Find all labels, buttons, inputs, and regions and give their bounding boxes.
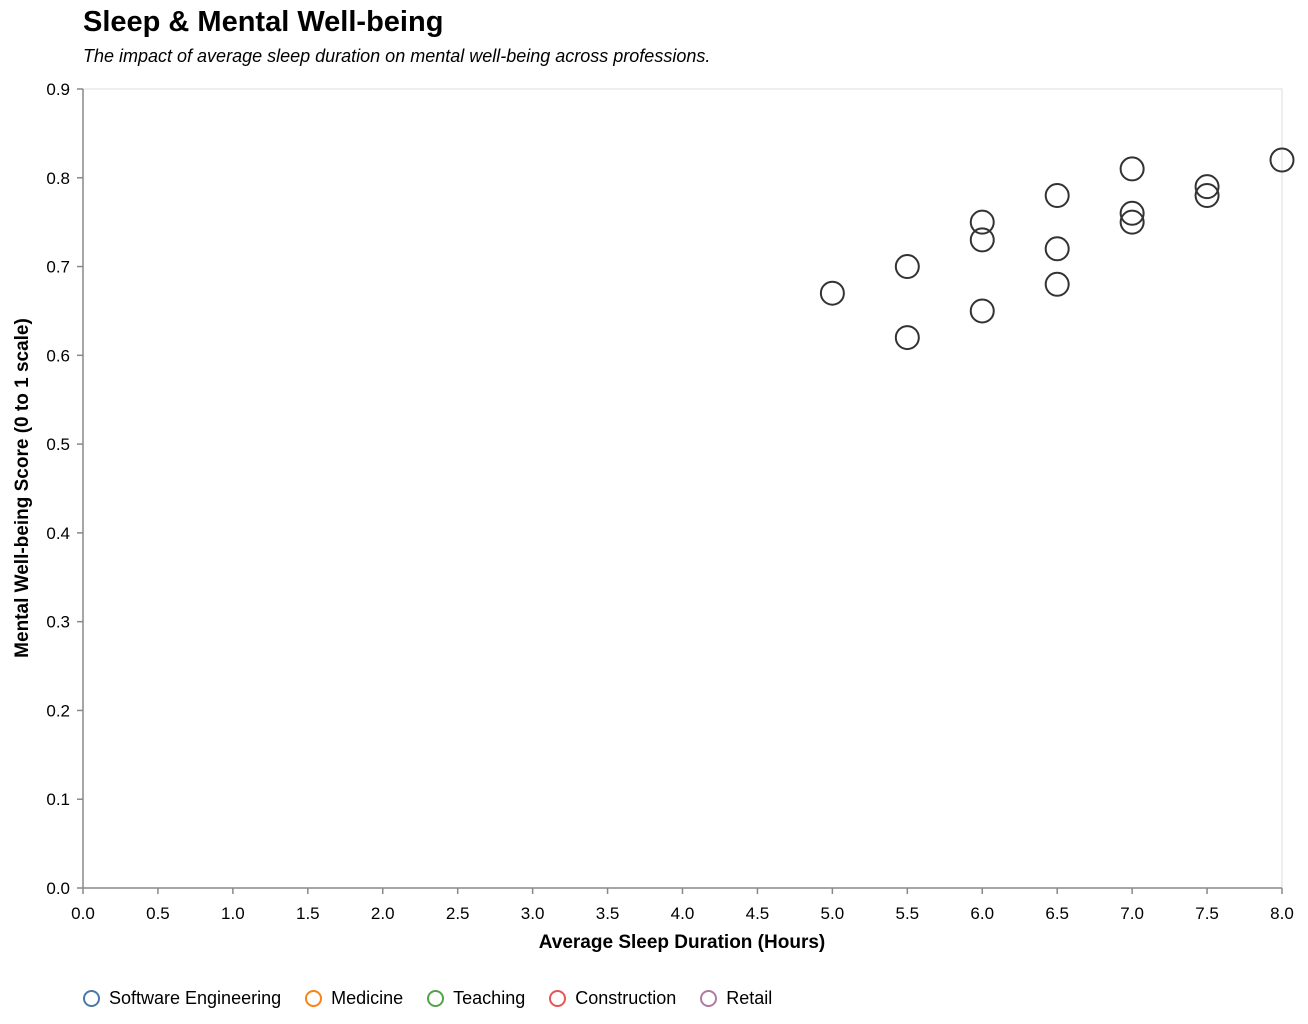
legend-item: Retail — [700, 988, 772, 1009]
y-tick-label: 0.0 — [46, 879, 70, 898]
legend-swatch — [427, 990, 445, 1007]
x-tick-label: 0.5 — [146, 904, 170, 923]
legend-item: Software Engineering — [83, 988, 281, 1009]
legend-swatch — [83, 990, 100, 1007]
data-point — [894, 254, 920, 280]
y-tick-label: 0.1 — [46, 790, 70, 809]
data-point — [894, 325, 920, 351]
x-tick-label: 1.0 — [221, 904, 245, 923]
y-tick-label: 0.2 — [46, 701, 70, 720]
x-tick-label: 4.5 — [746, 904, 770, 923]
y-tick-label: 0.9 — [46, 80, 70, 99]
x-tick-label: 5.5 — [895, 904, 919, 923]
y-tick-label: 0.4 — [46, 524, 70, 543]
y-tick-label: 0.8 — [46, 169, 70, 188]
x-tick-label: 6.0 — [970, 904, 994, 923]
legend-label: Teaching — [453, 988, 526, 1008]
axes: 0.0 0.5 1.0 1.5 2.0 2.5 3.0 3.5 4.0 4.5 5.0 5.5 6.0 6… — [46, 80, 1293, 923]
legend-swatch — [549, 990, 567, 1007]
legend-item: Teaching — [427, 988, 525, 1009]
legend-label: Medicine — [331, 988, 404, 1008]
x-tick-label: 4.0 — [671, 904, 695, 923]
data-point — [1194, 174, 1220, 200]
x-tick-label: 0.0 — [71, 904, 95, 923]
x-tick-label: 7.5 — [1195, 904, 1219, 923]
legend: Software Engineering Medicine Teaching Cons… — [83, 988, 796, 1009]
x-tick-label: 2.5 — [446, 904, 470, 923]
data-point — [1119, 200, 1145, 226]
data-point — [1044, 183, 1070, 209]
plot-area-frame — [82, 88, 1283, 889]
y-axis-title: Mental Well-being Score (0 to 1 scale) — [12, 318, 33, 658]
y-tick-label: 0.3 — [46, 613, 70, 632]
data-point — [1194, 183, 1220, 209]
chart-title: Sleep & Mental Well-being — [83, 6, 444, 38]
legend-swatch — [700, 990, 718, 1007]
data-point — [969, 227, 995, 253]
data-point — [1044, 236, 1070, 262]
legend-item: Construction — [549, 988, 676, 1009]
x-axis-title: Average Sleep Duration (Hours) — [539, 932, 825, 953]
data-points — [819, 147, 1295, 351]
y-tick-label: 0.6 — [46, 346, 70, 365]
x-tick-label: 3.0 — [521, 904, 545, 923]
x-tick-label: 5.0 — [821, 904, 845, 923]
x-tick-label: 8.0 — [1270, 904, 1294, 923]
x-tick-label: 2.0 — [371, 904, 395, 923]
x-tick-label: 1.5 — [296, 904, 320, 923]
y-tick-label: 0.5 — [46, 435, 70, 454]
data-point — [1119, 209, 1145, 235]
x-tick-label: 3.5 — [596, 904, 620, 923]
x-tick-label: 6.5 — [1045, 904, 1069, 923]
data-point — [819, 280, 845, 306]
legend-label: Construction — [575, 988, 677, 1008]
x-tick-label: 7.0 — [1120, 904, 1144, 923]
legend-item: Medicine — [305, 988, 403, 1009]
y-tick-label: 0.7 — [46, 258, 70, 277]
legend-label: Software Engineering — [109, 988, 282, 1008]
data-point — [969, 209, 995, 235]
data-point — [969, 298, 995, 324]
data-point — [1044, 271, 1070, 297]
data-point — [1119, 156, 1145, 182]
data-point — [1269, 147, 1295, 173]
chart-subtitle: The impact of average sleep duration on … — [83, 46, 711, 66]
legend-label: Retail — [726, 988, 773, 1008]
legend-swatch — [305, 990, 323, 1007]
